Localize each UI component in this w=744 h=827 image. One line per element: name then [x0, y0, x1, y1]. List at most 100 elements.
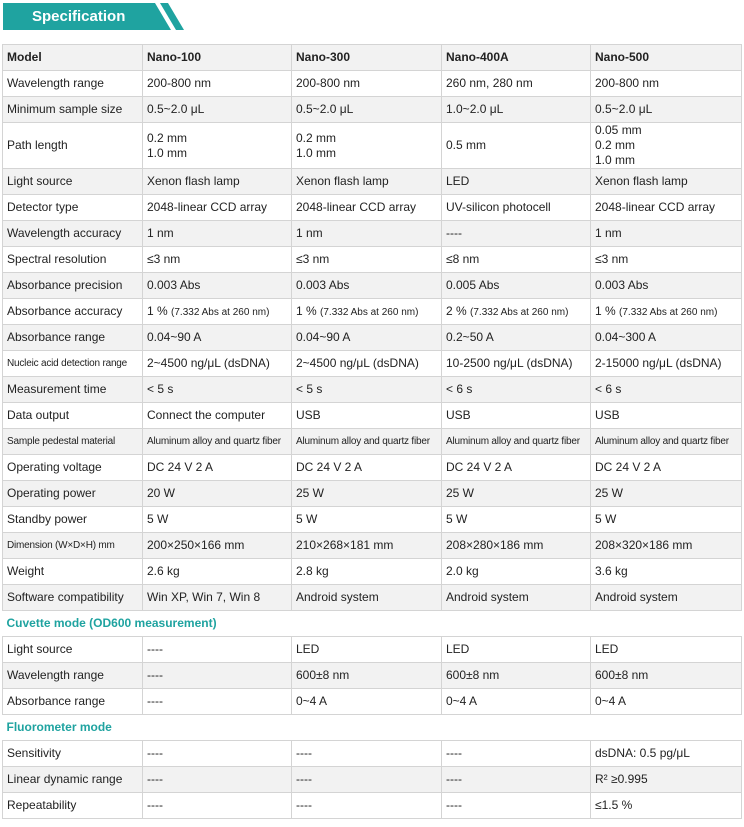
cell: UV-silicon photocell [441, 194, 591, 221]
cell: 2048-linear CCD array [291, 194, 442, 221]
cell: DC 24 V 2 A [441, 454, 591, 481]
cell: 25 W [590, 480, 742, 507]
cell: Light source [2, 168, 143, 195]
cell: Absorbance accuracy [2, 298, 143, 325]
row: Dimension (W×D×H) mm 200×250×166 mm 210×26… [2, 532, 742, 559]
row: Detector type 2048-linear CCD array 2048-l… [2, 194, 742, 221]
cell: Win XP, Win 7, Win 8 [142, 584, 292, 611]
cell: 260 nm, 280 nm [441, 70, 591, 97]
column-header: Nano-400A [441, 44, 591, 71]
cell: ---- [142, 766, 292, 793]
cell: DC 24 V 2 A [590, 454, 742, 481]
cell: < 6 s [590, 376, 742, 403]
row: Sample pedestal material Aluminum alloy a… [2, 428, 742, 455]
cell: R² ≥0.995 [590, 766, 742, 793]
cell: Aluminum alloy and quartz fiber [291, 428, 442, 455]
cell: ≤3 nm [142, 246, 292, 273]
cell: 25 W [441, 480, 591, 507]
row: Sensitivity ---- ---- ---- dsDNA: 0.5 pg/μL [2, 740, 742, 767]
cell: 1 nm [590, 220, 742, 247]
cell: 1 nm [142, 220, 292, 247]
cell: Path length [2, 122, 143, 169]
cell: Aluminum alloy and quartz fiber [142, 428, 292, 455]
cell: Android system [590, 584, 742, 611]
cell: Connect the computer [142, 402, 292, 429]
cell: 2048-linear CCD array [142, 194, 292, 221]
row: Absorbance precision 0.003 Abs 0.003 Abs 0.… [2, 272, 742, 299]
cell: Android system [291, 584, 442, 611]
cell: 3.6 kg [590, 558, 742, 585]
cell: Absorbance range [2, 688, 143, 715]
section-title: Fluorometer mode [2, 714, 742, 741]
cell: Xenon flash lamp [142, 168, 292, 195]
cell-line: 0.2 mm [147, 130, 188, 145]
cell: 2.0 kg [441, 558, 591, 585]
cell: 0.04~300 A [590, 324, 742, 351]
cell: LED [590, 636, 742, 663]
cell: ---- [441, 792, 591, 819]
cell: Aluminum alloy and quartz fiber [441, 428, 591, 455]
cell-line: 0.2 mm [296, 130, 337, 145]
cell: Weight [2, 558, 143, 585]
cell: ≤3 nm [590, 246, 742, 273]
cell: Nucleic acid detection range [2, 350, 143, 377]
row: Minimum sample size 0.5~2.0 μL 0.5~2.0 μL 1… [2, 96, 742, 123]
cell: 600±8 nm [590, 662, 742, 689]
cell-line: 0.2 mm [595, 138, 636, 152]
cell: Operating voltage [2, 454, 143, 481]
cell: ≤1.5 % [590, 792, 742, 819]
cell-note: (7.332 Abs at 260 nm) [320, 306, 419, 318]
cell: 1.0~2.0 μL [441, 96, 591, 123]
cell: Wavelength accuracy [2, 220, 143, 247]
cell: 5 W [441, 506, 591, 533]
cell: 0~4 A [441, 688, 591, 715]
cell: 0.04~90 A [291, 324, 442, 351]
cell: 1 % (7.332 Abs at 260 nm) [291, 298, 442, 325]
cell: 1 % (7.332 Abs at 260 nm) [142, 298, 292, 325]
cell-note: (7.332 Abs at 260 nm) [470, 306, 569, 318]
cell-value: 1 % [147, 303, 168, 318]
cell: Light source [2, 636, 143, 663]
cell: 0.2 mm 1.0 mm [142, 122, 292, 169]
cell: 200-800 nm [590, 70, 742, 97]
cell: DC 24 V 2 A [291, 454, 442, 481]
cell: ---- [142, 662, 292, 689]
cell: ---- [291, 792, 442, 819]
cell: Xenon flash lamp [590, 168, 742, 195]
cell: Aluminum alloy and quartz fiber [590, 428, 742, 455]
cell: 600±8 nm [291, 662, 442, 689]
cell: Measurement time [2, 376, 143, 403]
cell: ---- [142, 688, 292, 715]
cell: 2~4500 ng/μL (dsDNA) [291, 350, 442, 377]
cell: Repeatability [2, 792, 143, 819]
cell: 2.6 kg [142, 558, 292, 585]
cell: 210×268×181 mm [291, 532, 442, 559]
row: Weight 2.6 kg 2.8 kg 2.0 kg 3.6 kg [2, 558, 742, 585]
cell: DC 24 V 2 A [142, 454, 292, 481]
cell: Data output [2, 402, 143, 429]
row: Spectral resolution ≤3 nm ≤3 nm ≤8 nm ≤3 nm [2, 246, 742, 273]
cell: ≤3 nm [291, 246, 442, 273]
section-row: Cuvette mode (OD600 measurement) [2, 610, 742, 637]
cell: < 6 s [441, 376, 591, 403]
cell: 0.5~2.0 μL [291, 96, 442, 123]
cell: 20 W [142, 480, 292, 507]
cell: Minimum sample size [2, 96, 143, 123]
cell-note: (7.332 Abs at 260 nm) [619, 306, 718, 318]
cell: 0.2 mm 1.0 mm [291, 122, 442, 169]
row: Software compatibility Win XP, Win 7, Win… [2, 584, 742, 611]
column-header: Model [2, 44, 143, 71]
cell-value: 1 % [595, 303, 616, 318]
cell: 208×320×186 mm [590, 532, 742, 559]
row: Absorbance range ---- 0~4 A 0~4 A 0~4 A [2, 688, 742, 715]
cell: Android system [441, 584, 591, 611]
cell: 200-800 nm [291, 70, 442, 97]
cell: Operating power [2, 480, 143, 507]
row: Measurement time < 5 s < 5 s < 6 s < 6 s [2, 376, 742, 403]
cell: Sample pedestal material [2, 428, 143, 455]
row: Wavelength range ---- 600±8 nm 600±8 nm 600±… [2, 662, 742, 689]
cell: Sensitivity [2, 740, 143, 767]
cell: 0~4 A [291, 688, 442, 715]
